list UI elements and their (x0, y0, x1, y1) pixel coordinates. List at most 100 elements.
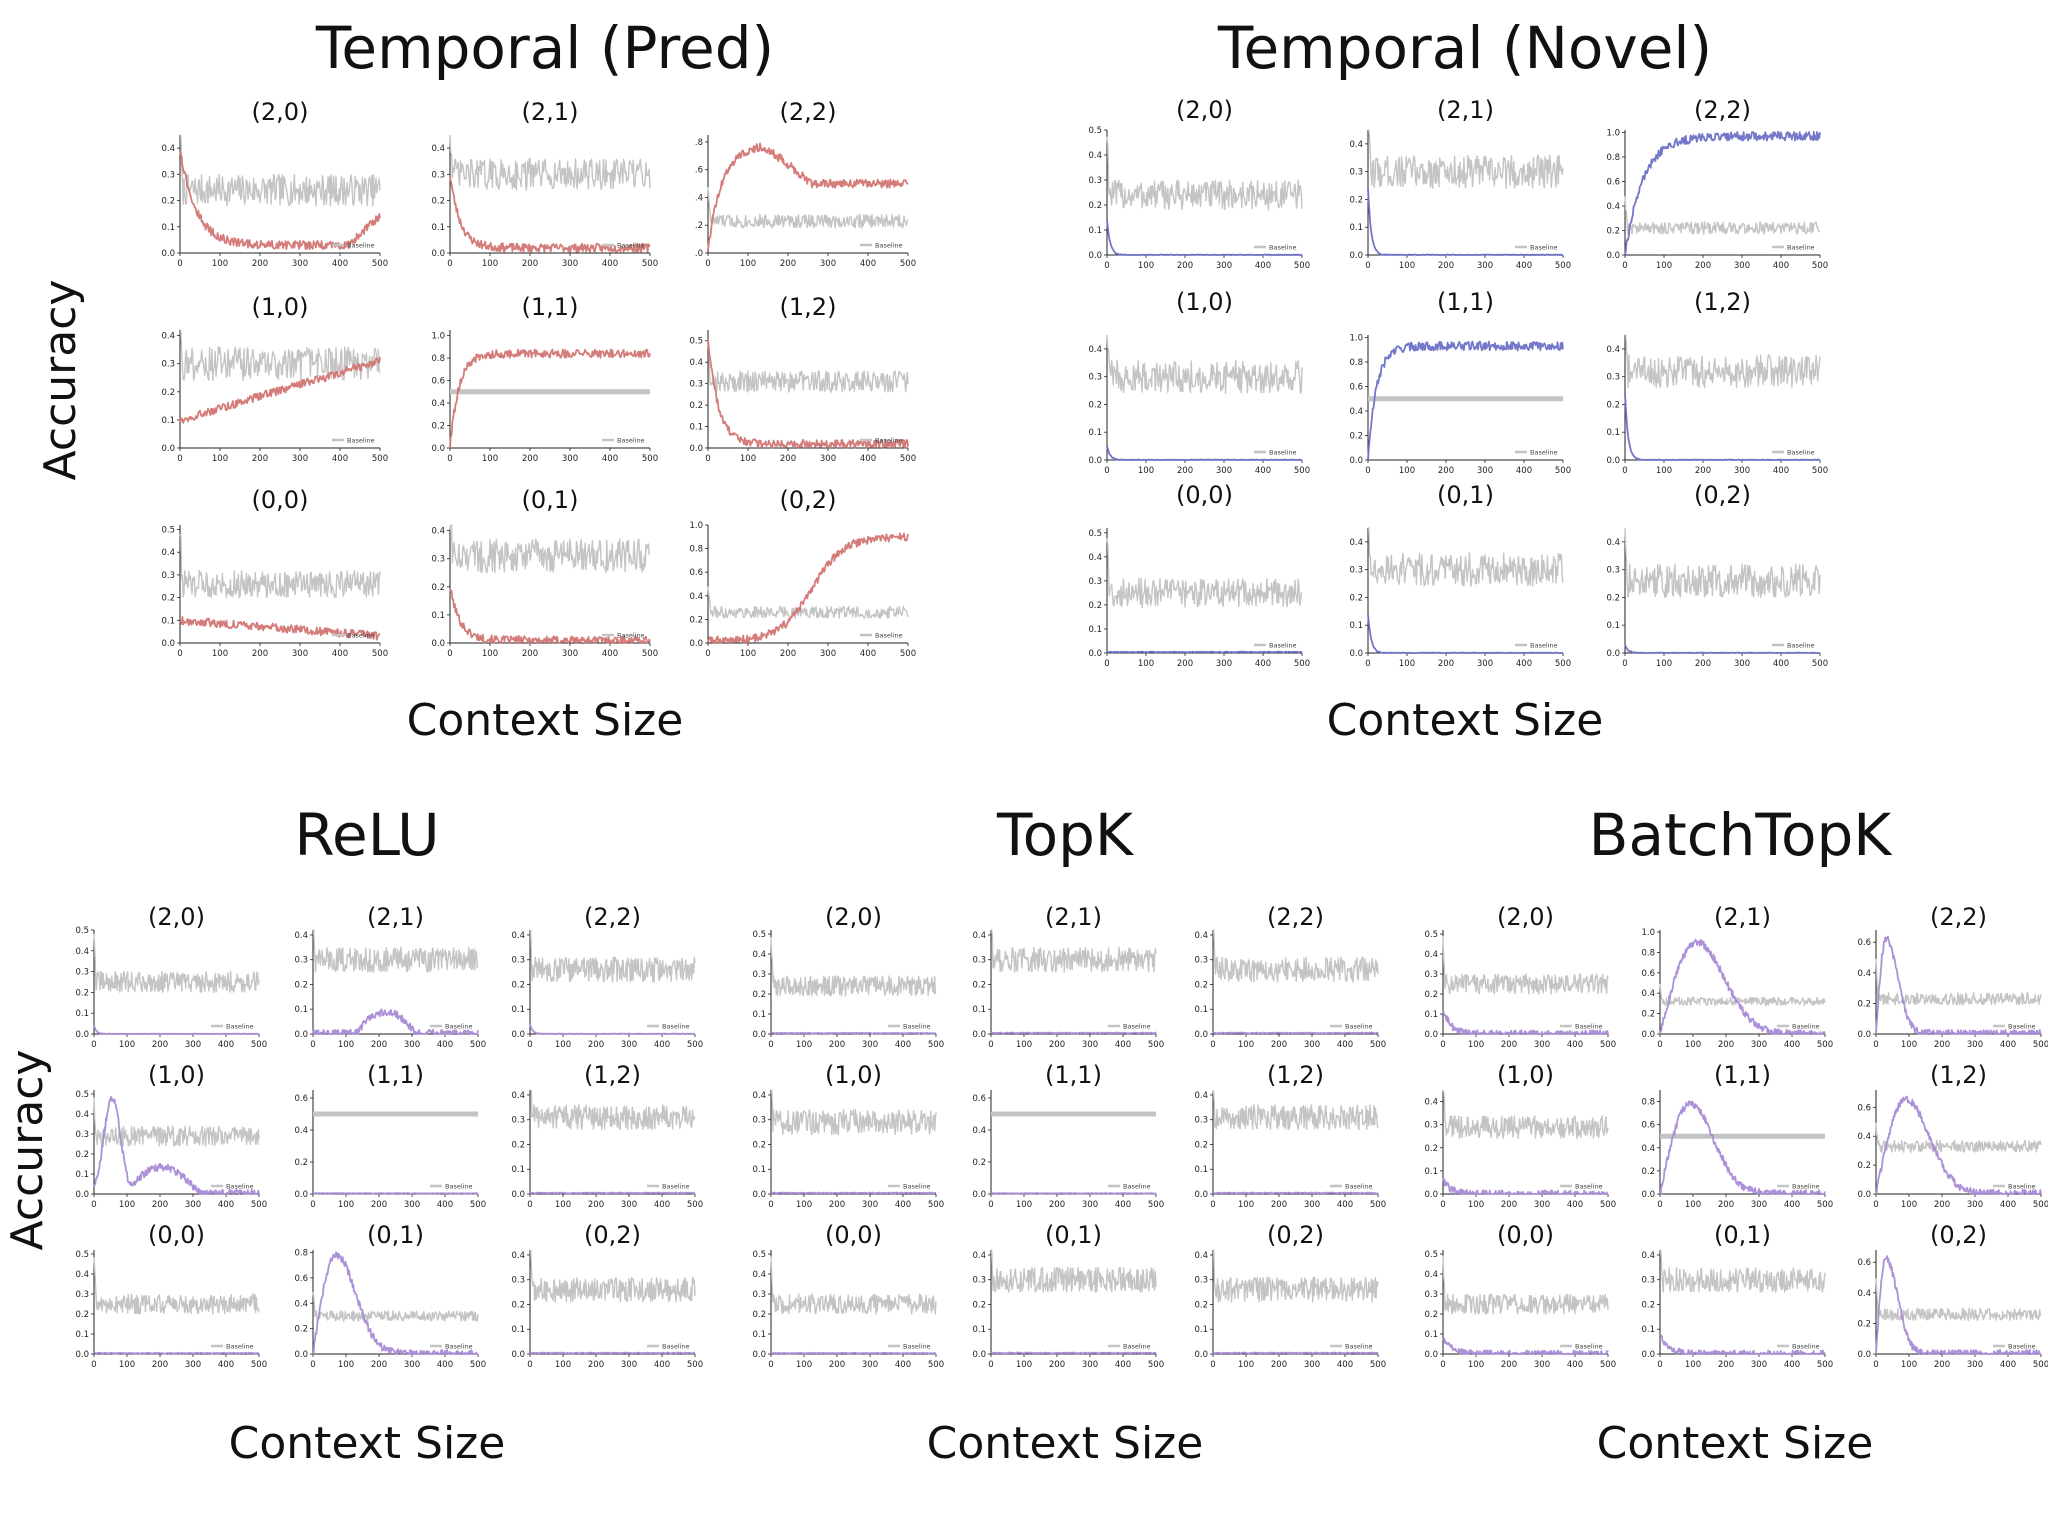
x-tick-label: 400 (602, 259, 618, 269)
baseline-series-line (991, 1249, 1157, 1293)
y-tick-label: 0.3 (161, 170, 175, 180)
subplot-title: (1,0) (1497, 1061, 1554, 1089)
x-tick-label: 0 (1365, 261, 1370, 271)
panel: (1,2) 0 100 200 300 400 500 0.0 0.1 0.2 0.3 0.4 0.5 B… (689, 293, 916, 464)
y-tick-label: 0.2 (689, 615, 703, 625)
x-tick-label: 100 (1656, 659, 1672, 669)
baseline-series-line (770, 1256, 937, 1315)
model-series-line (1442, 1337, 1609, 1355)
y-tick-label: 0.1 (1088, 625, 1102, 635)
x-tick-label: 400 (2000, 1200, 2016, 1210)
y-tick-label: 0.5 (1088, 126, 1102, 136)
model-series-line (529, 1024, 696, 1035)
x-tick-label: 500 (900, 649, 916, 659)
x-tick-label: 0 (1873, 1200, 1878, 1210)
y-tick-label: 0.0 (1349, 456, 1363, 466)
subplot-title: (2,2) (584, 903, 641, 931)
x-tick-label: 100 (555, 1200, 571, 1210)
x-tick-label: 0 (91, 1200, 96, 1210)
x-tick-label: 200 (1501, 1360, 1517, 1370)
legend-baseline-label: Baseline (226, 1183, 254, 1191)
x-tick-label: 100 (119, 1360, 135, 1370)
x-tick-label: 200 (152, 1040, 168, 1050)
x-tick-label: 0 (1365, 466, 1370, 476)
subplot-title: (2,0) (148, 903, 205, 931)
model-series-line (1212, 1031, 1379, 1035)
x-tick-label: 300 (292, 454, 308, 464)
legend-baseline-label: Baseline (1123, 1343, 1151, 1351)
x-tick-label: 100 (1685, 1200, 1701, 1210)
y-tick-label: 0.1 (972, 1325, 986, 1335)
subplot-title: (2,1) (1437, 96, 1494, 124)
x-tick-label: 300 (820, 649, 836, 659)
x-tick-label: 500 (1555, 659, 1571, 669)
legend-baseline-label: Baseline (662, 1343, 690, 1351)
x-tick-label: 0 (177, 649, 182, 659)
x-tick-label: 0 (91, 1360, 96, 1370)
x-tick-label: 100 (119, 1200, 135, 1210)
x-tick-label: 500 (687, 1200, 703, 1210)
legend-baseline-label: Baseline (662, 1183, 690, 1191)
x-tick-label: 0 (768, 1200, 773, 1210)
y-tick-label: 0.3 (1088, 373, 1102, 383)
x-tick-label: 500 (928, 1040, 944, 1050)
baseline-series-line (93, 933, 260, 994)
panels-layer: (2,0) 0 100 200 300 400 500 0.0 0.1 0.2 0.3 0.4 Base… (75, 96, 2048, 1370)
y-tick-label: 0.4 (1606, 202, 1620, 212)
x-tick-label: 400 (218, 1040, 234, 1050)
x-tick-label: 0 (1104, 659, 1109, 669)
y-tick-label: 0.0 (1088, 649, 1102, 659)
x-tick-label: 0 (1440, 1200, 1445, 1210)
y-tick-label: 0.0 (1641, 1350, 1655, 1360)
x-axis-label-relu: Context Size (229, 1418, 506, 1469)
x-tick-label: 200 (1049, 1040, 1065, 1050)
panel: (0,1) 0 100 200 300 400 500 0.0 0.1 0.2 0.3 0.4 Base… (1641, 1221, 1833, 1370)
x-tick-label: 500 (2033, 1360, 2048, 1370)
x-tick-label: 0 (1104, 261, 1109, 271)
y-tick-label: 0.2 (511, 980, 525, 990)
model-series-line (529, 1191, 696, 1195)
baseline-series-line (312, 1291, 479, 1322)
group-batchtopk: (2,0) 0 100 200 300 400 500 0.0 0.1 0.2 0.3 0.4 0.5 B… (1424, 903, 2048, 1370)
subplot-title: (1,2) (1267, 1061, 1324, 1089)
y-tick-label: 0.0 (1606, 649, 1620, 659)
panel: (1,0) 0 100 200 300 400 500 0.0 0.1 0.2 0.3 0.4 Base… (161, 293, 388, 464)
y-tick-label: 0.0 (431, 249, 445, 259)
subplot-title: (0,1) (1045, 1221, 1102, 1249)
x-tick-label: 0 (1657, 1040, 1662, 1050)
x-tick-label: 500 (1294, 466, 1310, 476)
y-tick-label: 0.1 (1641, 1325, 1655, 1335)
x-tick-label: 300 (621, 1360, 637, 1370)
x-tick-label: 500 (1294, 659, 1310, 669)
x-tick-label: 500 (470, 1040, 486, 1050)
model-series-line (93, 1096, 260, 1195)
x-tick-label: 500 (251, 1200, 267, 1210)
y-tick-label: 0.4 (1194, 1251, 1208, 1261)
legend-baseline-label: Baseline (1792, 1343, 1820, 1351)
y-tick-label: 0.6 (1857, 1258, 1871, 1268)
y-tick-label: 0.4 (752, 950, 766, 960)
y-tick-label: 1.0 (431, 332, 445, 342)
y-tick-label: 0.4 (511, 931, 525, 941)
x-tick-label: 400 (860, 259, 876, 269)
x-tick-label: 500 (687, 1360, 703, 1370)
x-tick-label: 300 (862, 1040, 878, 1050)
legend-baseline-label: Baseline (347, 437, 375, 445)
y-tick-label: 0.6 (431, 377, 445, 387)
y-tick-label: 0.2 (294, 1158, 308, 1168)
subplot-title: (1,2) (1930, 1061, 1987, 1089)
model-series-line (1659, 938, 1826, 1035)
x-tick-label: 300 (1216, 261, 1232, 271)
legend-baseline-label: Baseline (2008, 1023, 2036, 1031)
x-tick-label: 500 (642, 259, 658, 269)
x-tick-label: 200 (780, 454, 796, 464)
legend-baseline-label: Baseline (1345, 1343, 1373, 1351)
panel: (1,1) 0 100 200 300 400 500 0.0 0.2 0.4 0.6 Baselin… (972, 1061, 1164, 1210)
baseline-series-line (180, 329, 381, 382)
x-tick-label: 300 (1304, 1200, 1320, 1210)
subplot-title: (0,2) (1694, 481, 1751, 509)
panel: (2,2) 0 100 200 300 400 500 0.0 0.2 0.4 0.6 0.8 1.0 B… (1606, 96, 1828, 271)
x-tick-label: 0 (1873, 1040, 1878, 1050)
x-tick-label: 400 (895, 1200, 911, 1210)
y-tick-label: 0.2 (752, 990, 766, 1000)
